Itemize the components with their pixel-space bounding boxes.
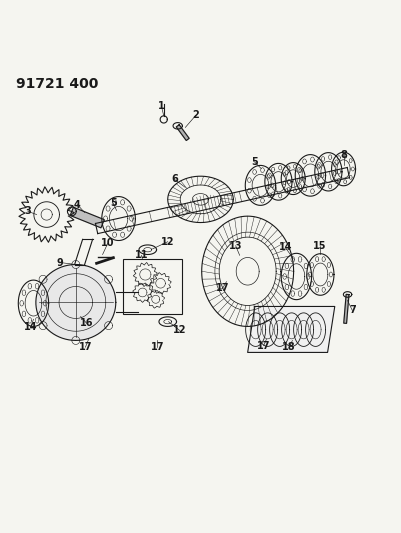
Bar bbox=[123, 260, 182, 314]
Text: 16: 16 bbox=[80, 318, 93, 328]
Polygon shape bbox=[248, 306, 335, 352]
Text: 2: 2 bbox=[192, 110, 199, 120]
Text: 17: 17 bbox=[79, 342, 92, 352]
Text: 15: 15 bbox=[313, 241, 326, 251]
Text: 17: 17 bbox=[151, 342, 164, 352]
Text: 1: 1 bbox=[158, 101, 165, 111]
Polygon shape bbox=[344, 294, 349, 324]
Text: 12: 12 bbox=[173, 326, 186, 335]
Text: 3: 3 bbox=[24, 206, 31, 216]
Text: 7: 7 bbox=[349, 305, 356, 316]
Text: 13: 13 bbox=[229, 241, 243, 251]
Text: 17: 17 bbox=[216, 284, 229, 294]
Text: 12: 12 bbox=[161, 237, 174, 247]
Text: 5: 5 bbox=[251, 157, 258, 167]
Text: 6: 6 bbox=[171, 174, 178, 184]
Text: 11: 11 bbox=[135, 251, 148, 260]
Polygon shape bbox=[36, 264, 116, 341]
Text: 8: 8 bbox=[340, 150, 347, 160]
Polygon shape bbox=[70, 207, 104, 228]
Text: 14: 14 bbox=[278, 243, 292, 252]
Text: 9: 9 bbox=[57, 257, 63, 268]
Text: 4: 4 bbox=[74, 199, 81, 209]
Text: 10: 10 bbox=[101, 238, 115, 248]
Polygon shape bbox=[176, 125, 189, 141]
Text: 5: 5 bbox=[110, 198, 117, 208]
Text: 91721 400: 91721 400 bbox=[16, 77, 98, 91]
Text: 14: 14 bbox=[24, 322, 37, 332]
Text: 17: 17 bbox=[257, 341, 270, 351]
Text: 18: 18 bbox=[282, 342, 296, 352]
